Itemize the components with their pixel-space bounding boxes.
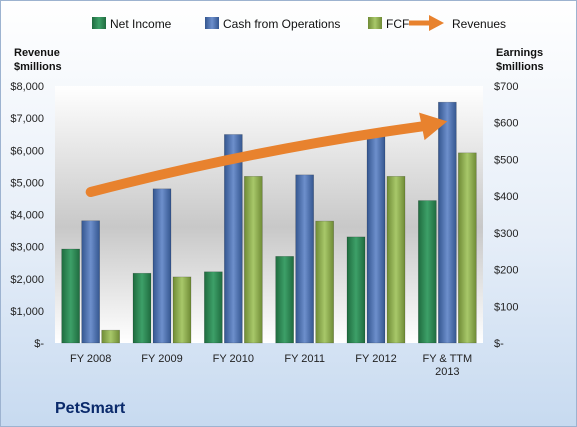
legend-arrow-revenues-icon [409,15,444,31]
x-tick-label: FY 2012 [355,353,396,365]
company-name: PetSmart [55,400,126,417]
right-tick-label: $400 [494,191,518,203]
x-tick-label: FY 2009 [141,353,182,365]
right-tick-label: $100 [494,301,518,313]
left-axis-title-line1: Revenue [14,47,60,59]
legend-swatch-fcf [368,17,382,29]
legend-label-fcf: FCF [386,17,409,31]
right-tick-label: $600 [494,118,518,130]
net-income-bar [346,236,366,344]
x-tick-label: FY 2008 [70,353,111,365]
x-tick-label: 2013 [435,366,459,378]
right-axis-ticks: $- $100 $200 $300 $400 $500 $600 $700 [494,81,518,350]
net-income-bar [418,200,437,344]
cash-from-operations-bar [81,220,100,344]
left-tick-label: $6,000 [10,145,44,157]
right-tick-label: $700 [494,81,518,93]
right-axis-title-line1: Earnings [496,47,543,59]
cash-from-operations-bar [295,174,314,344]
revenues-arrow-shaft [85,121,427,198]
fcf-bar [458,152,477,344]
fcf-bar [315,220,334,344]
cash-from-operations-bar [152,188,172,344]
left-tick-label: $1,000 [10,306,44,318]
revenues-arrow [85,112,448,198]
revenues-arrow-head [419,112,448,141]
right-tick-label: $300 [494,228,518,240]
legend-swatch-cash-from-operations [205,17,219,29]
fcf-bar [101,329,120,344]
net-income-bar [61,248,80,344]
left-axis-ticks: $- $1,000 $2,000 $3,000 $4,000 $5,000 $6,000 $7… [10,81,44,350]
x-tick-label: FY 2010 [213,353,254,365]
cash-from-operations-bar [366,131,386,344]
net-income-bar [204,271,223,344]
left-axis-title-line2: $millions [14,61,62,73]
cash-from-operations-bar [438,101,457,344]
left-tick-label: $3,000 [10,242,44,254]
right-tick-label: $- [494,338,504,350]
x-tick-label: FY & TTM [422,353,472,365]
right-tick-label: $500 [494,154,518,166]
cash-from-operations-bar [224,134,243,344]
left-tick-label: $5,000 [10,177,44,189]
left-tick-label: $- [34,338,44,350]
fcf-bar [386,176,406,344]
legend-label-net-income: Net Income [110,17,172,31]
net-income-bar [275,256,294,344]
fcf-bar [244,176,263,344]
left-tick-label: $7,000 [10,113,44,125]
legend-swatch-net-income [92,17,106,29]
left-tick-label: $8,000 [10,81,44,93]
legend: Net Income Cash from Operations FCF Reve… [92,15,506,31]
legend-label-revenues: Revenues [452,17,506,31]
right-axis-title-line2: $millions [496,61,544,73]
x-tick-label: FY 2011 [284,353,325,365]
right-tick-label: $200 [494,265,518,277]
net-income-bar [132,272,152,344]
legend-label-cash-from-operations: Cash from Operations [223,17,340,31]
left-tick-label: $2,000 [10,274,44,286]
fcf-bar [172,276,192,344]
x-axis-labels: FY 2008 FY 2009 FY 2010 FY 2011 FY 2012 FY & … [70,353,472,378]
left-tick-label: $4,000 [10,210,44,222]
